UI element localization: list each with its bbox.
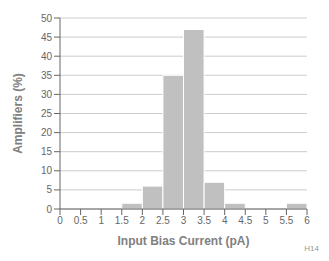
svg-text:1.5: 1.5	[115, 215, 129, 226]
svg-text:10: 10	[41, 165, 53, 176]
svg-text:3: 3	[181, 215, 187, 226]
svg-text:5: 5	[46, 184, 52, 195]
svg-text:0: 0	[57, 215, 63, 226]
svg-text:5.5: 5.5	[279, 215, 293, 226]
svg-text:30: 30	[41, 89, 53, 100]
svg-text:0: 0	[46, 204, 52, 215]
svg-text:6: 6	[304, 215, 310, 226]
svg-text:4.5: 4.5	[238, 215, 252, 226]
svg-text:3.5: 3.5	[197, 215, 211, 226]
svg-text:15: 15	[41, 146, 53, 157]
html-text:H14: H14	[304, 244, 319, 253]
svg-text:Input Bias Current (pA): Input Bias Current (pA)	[118, 234, 250, 248]
svg-text:2: 2	[140, 215, 146, 226]
svg-text:4: 4	[222, 215, 228, 226]
svg-text:1: 1	[98, 215, 104, 226]
svg-text:45: 45	[41, 32, 53, 43]
svg-text:2.5: 2.5	[156, 215, 170, 226]
svg-text:35: 35	[41, 70, 53, 81]
svg-text:20: 20	[41, 127, 53, 138]
svg-text:0.5: 0.5	[74, 215, 88, 226]
svg-text:50: 50	[41, 13, 53, 24]
svg-text:Amplifiers (%): Amplifiers (%)	[11, 73, 25, 154]
svg-text:25: 25	[41, 108, 53, 119]
svg-text:5: 5	[263, 215, 269, 226]
svg-text:40: 40	[41, 51, 53, 62]
